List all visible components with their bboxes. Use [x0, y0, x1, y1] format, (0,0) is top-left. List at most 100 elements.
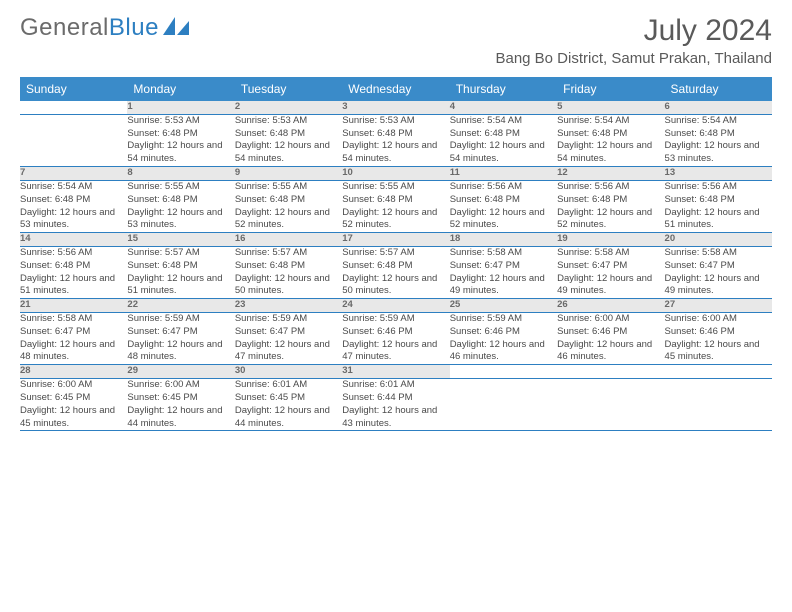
month-title: July 2024	[495, 14, 772, 48]
info-line: Daylight: 12 hours and 48 minutes.	[127, 339, 234, 365]
info-row: Sunrise: 5:53 AMSunset: 6:48 PMDaylight:…	[20, 114, 772, 166]
info-line: Sunrise: 6:00 AM	[557, 313, 664, 326]
info-line: Daylight: 12 hours and 54 minutes.	[557, 140, 664, 166]
day-number-cell: 27	[665, 299, 772, 313]
info-line: Sunset: 6:48 PM	[235, 128, 342, 141]
title-block: July 2024 Bang Bo District, Samut Prakan…	[495, 14, 772, 71]
info-line: Sunrise: 6:00 AM	[665, 313, 772, 326]
day-number-cell: 26	[557, 299, 664, 313]
info-line: Daylight: 12 hours and 44 minutes.	[127, 405, 234, 431]
info-line: Sunrise: 5:54 AM	[450, 115, 557, 128]
info-line: Sunset: 6:48 PM	[20, 194, 127, 207]
info-row: Sunrise: 6:00 AMSunset: 6:45 PMDaylight:…	[20, 379, 772, 431]
info-line: Sunrise: 5:58 AM	[450, 247, 557, 260]
day-number-cell: 3	[342, 101, 449, 114]
info-line: Daylight: 12 hours and 47 minutes.	[235, 339, 342, 365]
info-line: Daylight: 12 hours and 52 minutes.	[557, 207, 664, 233]
info-line: Sunrise: 6:00 AM	[20, 379, 127, 392]
info-line: Daylight: 12 hours and 46 minutes.	[557, 339, 664, 365]
info-line: Sunset: 6:48 PM	[20, 260, 127, 273]
info-row: Sunrise: 5:58 AMSunset: 6:47 PMDaylight:…	[20, 313, 772, 365]
info-line: Sunset: 6:48 PM	[342, 128, 449, 141]
daynum-row: 123456	[20, 101, 772, 114]
daynum-row: 21222324252627	[20, 299, 772, 313]
info-line: Sunset: 6:46 PM	[342, 326, 449, 339]
day-info-cell: Sunrise: 5:56 AMSunset: 6:48 PMDaylight:…	[450, 180, 557, 232]
info-line: Daylight: 12 hours and 45 minutes.	[665, 339, 772, 365]
info-line: Sunrise: 5:53 AM	[342, 115, 449, 128]
info-line: Sunset: 6:48 PM	[235, 194, 342, 207]
day-info-cell: Sunrise: 5:59 AMSunset: 6:46 PMDaylight:…	[342, 313, 449, 365]
info-line: Sunrise: 5:56 AM	[557, 181, 664, 194]
day-number-cell	[450, 365, 557, 379]
calendar-body: 123456 Sunrise: 5:53 AMSunset: 6:48 PMDa…	[20, 101, 772, 431]
info-line: Sunset: 6:48 PM	[557, 128, 664, 141]
day-info-cell: Sunrise: 5:55 AMSunset: 6:48 PMDaylight:…	[342, 180, 449, 232]
info-line: Sunrise: 5:59 AM	[235, 313, 342, 326]
info-row: Sunrise: 5:56 AMSunset: 6:48 PMDaylight:…	[20, 246, 772, 298]
day-number-cell: 10	[342, 167, 449, 181]
info-line: Sunrise: 5:59 AM	[450, 313, 557, 326]
day-info-cell: Sunrise: 5:58 AMSunset: 6:47 PMDaylight:…	[450, 246, 557, 298]
day-number-cell: 5	[557, 101, 664, 114]
day-info-cell: Sunrise: 5:54 AMSunset: 6:48 PMDaylight:…	[20, 180, 127, 232]
info-line: Sunrise: 5:56 AM	[20, 247, 127, 260]
info-line: Sunrise: 5:58 AM	[20, 313, 127, 326]
info-line: Sunrise: 5:53 AM	[235, 115, 342, 128]
info-line: Daylight: 12 hours and 49 minutes.	[665, 273, 772, 299]
day-info-cell: Sunrise: 5:54 AMSunset: 6:48 PMDaylight:…	[557, 114, 664, 166]
info-line: Sunrise: 6:01 AM	[342, 379, 449, 392]
calendar-table: SundayMondayTuesdayWednesdayThursdayFrid…	[20, 77, 772, 431]
info-line: Daylight: 12 hours and 52 minutes.	[450, 207, 557, 233]
day-info-cell: Sunrise: 5:59 AMSunset: 6:47 PMDaylight:…	[235, 313, 342, 365]
info-line: Daylight: 12 hours and 51 minutes.	[665, 207, 772, 233]
day-number-cell: 23	[235, 299, 342, 313]
day-info-cell	[665, 379, 772, 431]
day-info-cell: Sunrise: 5:53 AMSunset: 6:48 PMDaylight:…	[342, 114, 449, 166]
info-line: Sunrise: 5:53 AM	[127, 115, 234, 128]
info-line: Sunrise: 5:57 AM	[342, 247, 449, 260]
day-info-cell: Sunrise: 6:01 AMSunset: 6:45 PMDaylight:…	[235, 379, 342, 431]
day-info-cell: Sunrise: 5:59 AMSunset: 6:47 PMDaylight:…	[127, 313, 234, 365]
day-header: Tuesday	[235, 77, 342, 101]
info-line: Daylight: 12 hours and 44 minutes.	[235, 405, 342, 431]
info-line: Sunset: 6:48 PM	[557, 194, 664, 207]
day-number-cell: 18	[450, 233, 557, 247]
day-info-cell: Sunrise: 5:53 AMSunset: 6:48 PMDaylight:…	[235, 114, 342, 166]
info-line: Sunrise: 5:54 AM	[20, 181, 127, 194]
day-number-cell: 12	[557, 167, 664, 181]
info-line: Sunrise: 5:54 AM	[557, 115, 664, 128]
day-number-cell: 6	[665, 101, 772, 114]
info-line: Sunset: 6:47 PM	[557, 260, 664, 273]
info-line: Daylight: 12 hours and 54 minutes.	[127, 140, 234, 166]
info-line: Sunset: 6:48 PM	[665, 128, 772, 141]
day-number-cell	[557, 365, 664, 379]
info-line: Sunrise: 5:59 AM	[342, 313, 449, 326]
day-number-cell: 11	[450, 167, 557, 181]
day-info-cell: Sunrise: 5:56 AMSunset: 6:48 PMDaylight:…	[665, 180, 772, 232]
info-line: Sunrise: 5:57 AM	[127, 247, 234, 260]
day-info-cell: Sunrise: 6:00 AMSunset: 6:46 PMDaylight:…	[557, 313, 664, 365]
info-line: Sunrise: 5:55 AM	[342, 181, 449, 194]
day-number-cell: 1	[127, 101, 234, 114]
info-line: Sunset: 6:45 PM	[127, 392, 234, 405]
day-number-cell: 22	[127, 299, 234, 313]
day-info-cell: Sunrise: 5:54 AMSunset: 6:48 PMDaylight:…	[450, 114, 557, 166]
day-number-cell: 30	[235, 365, 342, 379]
day-info-cell: Sunrise: 5:55 AMSunset: 6:48 PMDaylight:…	[127, 180, 234, 232]
day-info-cell: Sunrise: 5:57 AMSunset: 6:48 PMDaylight:…	[235, 246, 342, 298]
info-line: Sunrise: 6:00 AM	[127, 379, 234, 392]
info-line: Sunset: 6:48 PM	[342, 194, 449, 207]
day-number-cell: 16	[235, 233, 342, 247]
day-info-cell: Sunrise: 6:00 AMSunset: 6:46 PMDaylight:…	[665, 313, 772, 365]
day-number-cell: 7	[20, 167, 127, 181]
day-number-cell	[665, 365, 772, 379]
info-line: Sunset: 6:47 PM	[450, 260, 557, 273]
day-header: Thursday	[450, 77, 557, 101]
info-line: Daylight: 12 hours and 51 minutes.	[127, 273, 234, 299]
day-info-cell	[450, 379, 557, 431]
daynum-row: 14151617181920	[20, 233, 772, 247]
info-line: Sunrise: 6:01 AM	[235, 379, 342, 392]
info-line: Sunset: 6:47 PM	[235, 326, 342, 339]
page-header: GeneralBlue July 2024 Bang Bo District, …	[20, 14, 772, 71]
